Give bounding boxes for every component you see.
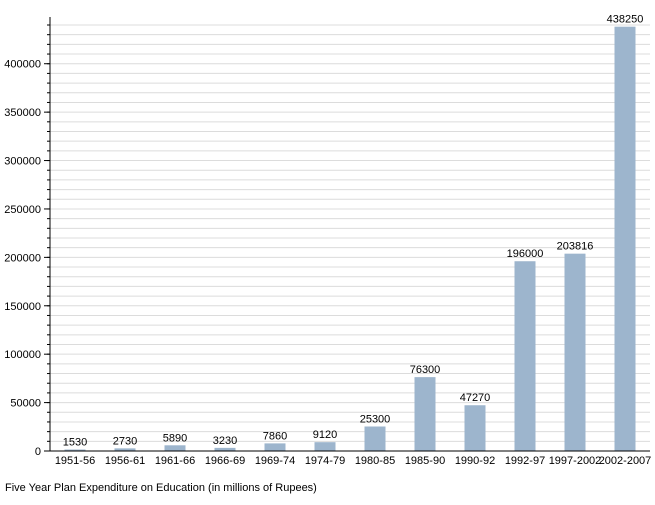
x-tick-label: 1956-61	[105, 455, 145, 467]
x-tick-label: 1990-92	[455, 455, 495, 467]
bar	[114, 448, 136, 451]
y-tick-label: 200000	[4, 252, 41, 264]
y-tick-label: 150000	[4, 301, 41, 313]
data-label: 5890	[163, 432, 187, 444]
data-label: 7860	[263, 430, 287, 442]
bar	[614, 26, 636, 452]
data-label: 25300	[360, 414, 391, 426]
data-label: 438250	[607, 14, 644, 26]
data-label: 47270	[460, 392, 491, 404]
data-label: 3230	[213, 435, 237, 447]
data-label: 196000	[507, 248, 544, 260]
bar	[364, 426, 386, 451]
bar	[514, 261, 536, 451]
x-tick-label: 2002-2007	[599, 455, 652, 467]
bar	[264, 443, 286, 451]
y-tick-label: 400000	[4, 59, 41, 71]
chart-caption: Five Year Plan Expenditure on Education …	[5, 482, 317, 494]
y-tick-label: 50000	[10, 398, 41, 410]
x-tick-label: 1997-2002	[549, 455, 602, 467]
x-tick-label: 1966-69	[205, 455, 245, 467]
x-tick-label: 1974-79	[305, 455, 345, 467]
bar	[314, 442, 336, 451]
bar	[64, 449, 86, 451]
y-tick-label: 100000	[4, 349, 41, 361]
x-tick-label: 1961-66	[155, 455, 195, 467]
y-tick-label: 0	[35, 446, 41, 458]
y-tick-label: 350000	[4, 107, 41, 119]
bar	[414, 377, 436, 451]
data-label: 9120	[313, 429, 337, 441]
data-label: 2730	[113, 435, 137, 447]
x-tick-label: 1992-97	[505, 455, 545, 467]
y-tick-label: 300000	[4, 156, 41, 168]
bar	[464, 405, 486, 451]
bar	[564, 253, 586, 451]
y-tick-label: 250000	[4, 204, 41, 216]
data-label: 203816	[557, 241, 594, 253]
bar	[214, 447, 236, 451]
data-label: 1530	[63, 437, 87, 449]
x-tick-label: 1951-56	[55, 455, 95, 467]
data-label: 76300	[410, 364, 441, 376]
bar	[164, 445, 186, 451]
x-tick-label: 1969-74	[255, 455, 295, 467]
x-tick-label: 1980-85	[355, 455, 395, 467]
x-tick-label: 1985-90	[405, 455, 445, 467]
